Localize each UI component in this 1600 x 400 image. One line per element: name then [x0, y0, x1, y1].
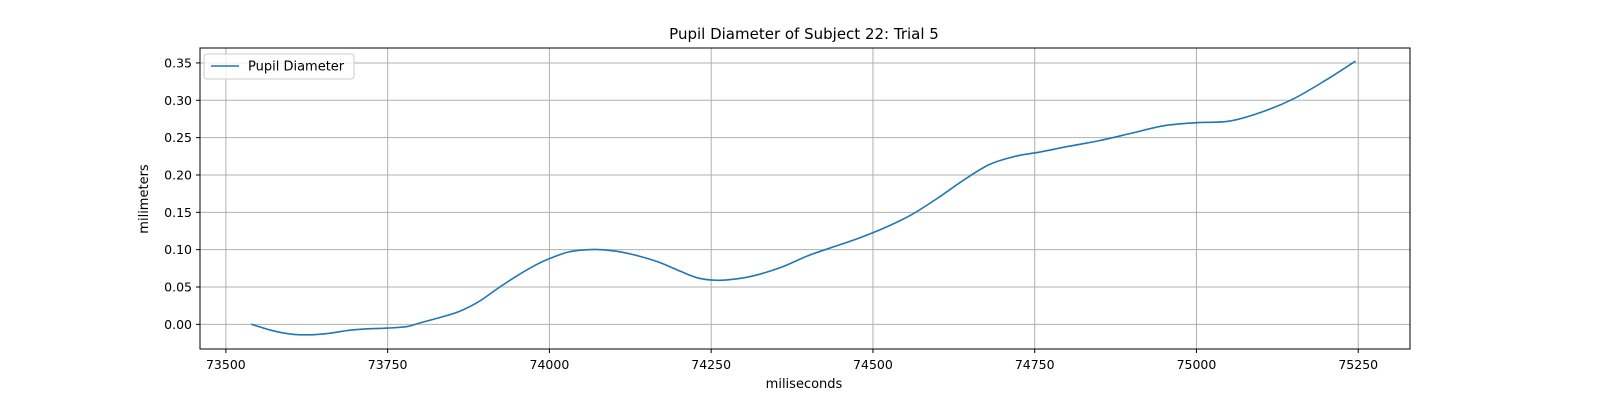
legend-box: [203, 53, 355, 80]
chart-title: Pupil Diameter of Subject 22: Trial 5: [669, 25, 939, 43]
y-axis-label: milimeters: [137, 164, 152, 234]
x-axis-label: miliseconds: [766, 377, 843, 392]
x-tick-label: 74750: [1015, 357, 1055, 372]
series-layer: [250, 60, 1356, 336]
x-tick-label: 74000: [530, 357, 570, 372]
y-tick-label: 0.10: [164, 242, 192, 257]
x-tick-label: 75250: [1338, 357, 1378, 372]
y-tick-label: 0.20: [164, 167, 192, 182]
x-tick-label: 74500: [853, 357, 893, 372]
y-axis: 0.00 0.05 0.10 0.15 0.20 0.25 0.30 0.35: [164, 55, 200, 332]
x-tick-label: 75000: [1177, 357, 1217, 372]
y-tick-label: 0.30: [164, 93, 192, 108]
y-tick-label: 0.15: [164, 205, 192, 220]
y-tick-label: 0.25: [164, 130, 192, 145]
legend: Pupil Diameter: [203, 53, 355, 80]
plot-frame: [199, 47, 1411, 350]
y-tick-label: 0.05: [164, 280, 192, 295]
x-tick-label: 73500: [206, 357, 246, 372]
series-line-pupil-diameter: [250, 60, 1356, 336]
y-tick-label: 0.00: [164, 317, 192, 332]
legend-label: Pupil Diameter: [248, 60, 345, 75]
x-axis: 73500 73750 74000 74250 74500 74750 75000 75250: [206, 349, 1378, 372]
x-tick-label: 73750: [368, 357, 408, 372]
y-tick-label: 0.35: [164, 55, 192, 70]
grid: [200, 48, 1410, 349]
x-tick-label: 74250: [691, 357, 731, 372]
